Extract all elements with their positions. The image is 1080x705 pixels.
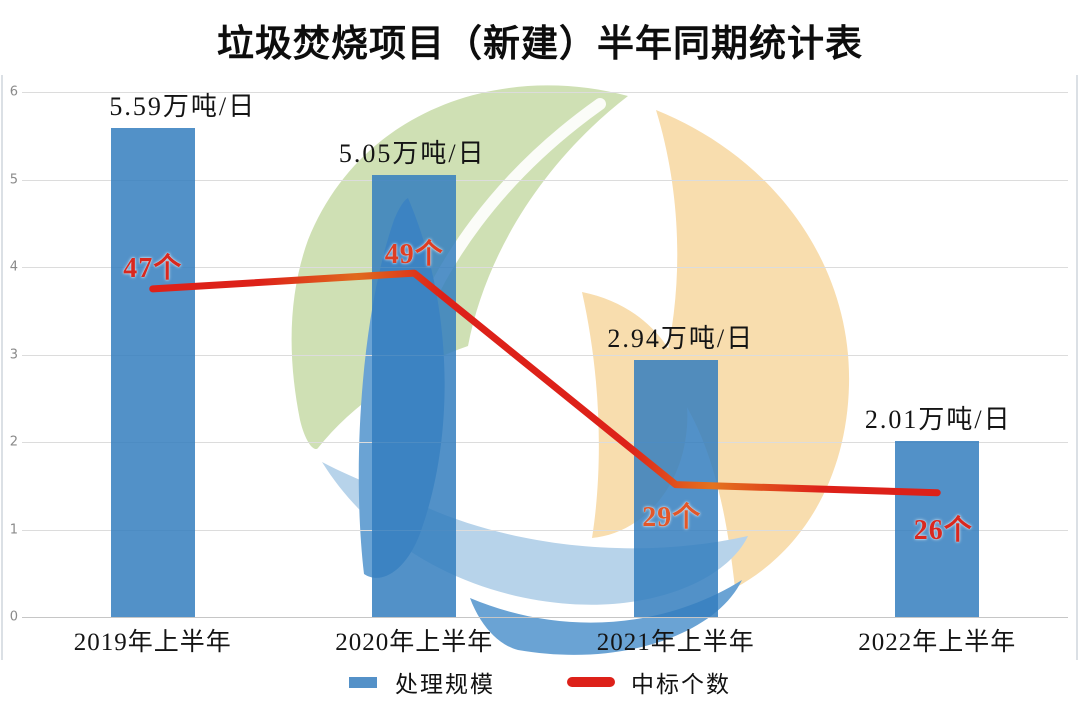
gridline-y5 bbox=[22, 179, 1068, 181]
y-axis-tick-label: 2 bbox=[9, 434, 18, 450]
y-axis-tick-label: 4 bbox=[9, 259, 18, 275]
legend-bar-swatch bbox=[349, 676, 377, 688]
bar-value-label-2019-h1: 5.59万吨/日 bbox=[109, 91, 257, 121]
x-axis-label-2019-h1: 2019年上半年 bbox=[73, 629, 232, 656]
x-axis-label-2022-h1: 2022年上半年 bbox=[858, 629, 1017, 656]
line-value-label-2021-h1: 29个 bbox=[642, 501, 702, 533]
swirl-orange-shape bbox=[656, 110, 850, 588]
bar-2022-h1 bbox=[895, 441, 980, 617]
x-axis-label-2020-h1: 2020年上半年 bbox=[335, 629, 494, 656]
bar-value-label-2020-h1: 5.05万吨/日 bbox=[338, 139, 486, 169]
chart-title: 垃圾焚烧项目（新建）半年同期统计表 bbox=[217, 24, 863, 65]
bar-2019-h1 bbox=[110, 127, 195, 617]
y-axis-tick-label: 1 bbox=[9, 522, 18, 537]
gridline-y6 bbox=[22, 92, 1068, 93]
gridline-y0 bbox=[22, 617, 1068, 618]
swirl-blue-bottom-shape bbox=[470, 580, 742, 655]
gridline-y3 bbox=[22, 354, 1068, 356]
line-value-label-2019-h1: 47个 bbox=[123, 252, 183, 284]
gridline-y4 bbox=[22, 267, 1068, 268]
frame-line-left bbox=[1, 75, 3, 660]
gridline-y2 bbox=[22, 442, 1068, 443]
y-axis-tick-label: 6 bbox=[9, 84, 18, 100]
legend-line-swatch bbox=[567, 677, 615, 687]
bar-2020-h1 bbox=[372, 175, 457, 617]
y-axis-tick-label: 5 bbox=[9, 172, 18, 187]
x-axis-label-2021-h1: 2021年上半年 bbox=[596, 629, 755, 656]
frame-line-right bbox=[1076, 75, 1078, 660]
line-value-label-2020-h1: 49个 bbox=[384, 239, 444, 271]
y-axis-tick-label: 3 bbox=[9, 347, 18, 362]
legend-bar-label: 处理规模 bbox=[395, 672, 495, 697]
trend-line bbox=[149, 269, 941, 497]
y-axis-tick-label: 0 bbox=[9, 609, 18, 625]
line-value-label-2022-h1: 26个 bbox=[913, 514, 973, 546]
gridline-y1 bbox=[22, 529, 1068, 531]
bar-value-label-2022-h1: 2.01万吨/日 bbox=[864, 405, 1012, 435]
legend-line-label: 中标个数 bbox=[631, 672, 731, 697]
legend: 处理规模 中标个数 bbox=[0, 664, 1080, 700]
bar-value-label-2021-h1: 2.94万吨/日 bbox=[607, 323, 755, 353]
